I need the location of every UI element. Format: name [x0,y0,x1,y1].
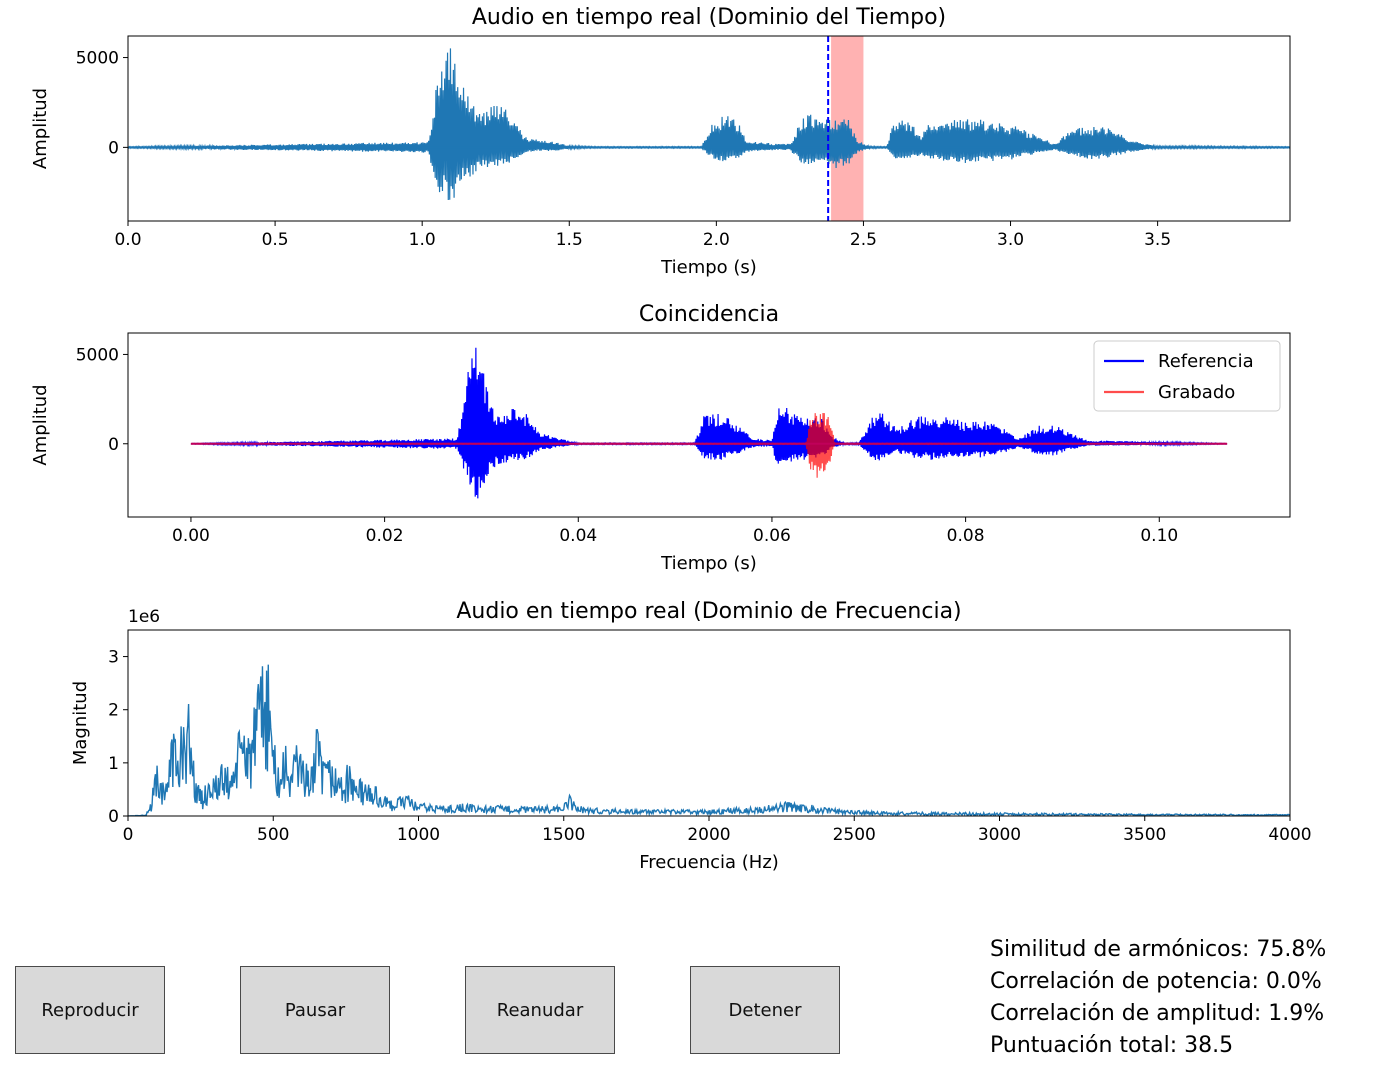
resume-button[interactable]: Reanudar [465,966,615,1054]
plot-area [128,36,1290,221]
spectrum-line [128,664,1290,816]
x-tick-label: 1.5 [556,230,583,250]
plot-area [128,664,1290,816]
axes-frame [127,629,1291,817]
x-tick-label: 0.00 [172,526,210,546]
y-tick-label: 5000 [76,345,119,365]
x-tick-label: 3500 [1123,825,1166,845]
legend-label: Referencia [1158,351,1254,372]
y-axis-label: Magnitud [70,681,91,765]
x-tick-label: 3000 [978,825,1021,845]
legend-box [1093,340,1281,412]
y-tick-label: 3 [108,648,119,668]
y-axis-label: Amplitud [30,88,51,169]
y-tick-label: 5000 [76,49,119,69]
x-tick-label: 0.0 [114,230,141,250]
play-button[interactable]: Reproducir [15,966,165,1054]
x-tick-label: 2000 [687,825,730,845]
pause-button[interactable]: Pausar [240,966,390,1054]
y-tick-label: 2 [108,701,119,721]
series-line-referencia [190,347,1228,499]
series-line-signal [128,48,1290,201]
x-tick-label: 1500 [542,825,585,845]
y-tick-label: 1 [108,754,119,774]
x-tick-label: 0.10 [1140,526,1178,546]
harmonic-similarity-text: Similitud de armónicos: 75.8% [990,937,1327,962]
x-axis-label: Frecuencia (Hz) [639,852,779,873]
stats-panel: Similitud de armónicos: 75.8% Correlació… [990,934,1326,1062]
plot-area [190,347,1228,499]
y-tick-label: 0 [108,435,119,455]
x-tick-label: 0.5 [262,230,289,250]
x-tick-label: 500 [257,825,289,845]
scale-multiplier-label: 1e6 [128,607,160,627]
legend-label: Grabado [1158,382,1235,403]
y-tick-label: 0 [108,138,119,158]
x-tick-label: 0.06 [753,526,791,546]
x-tick-label: 1.0 [409,230,436,250]
chart-title: Audio en tiempo real (Dominio de Frecuen… [456,599,961,624]
match-plot: 0.00 0.02 0.04 0.06 0.08 0.10 0 5000 Coincidenci… [30,302,1291,574]
x-tick-label: 4000 [1268,825,1311,845]
x-tick-label: 1000 [397,825,440,845]
axes-frame [127,35,1291,222]
y-tick-label: 0 [108,807,119,827]
total-score-text: Puntuación total: 38.5 [990,1033,1234,1058]
time-domain-plot: 0.0 0.5 1.0 1.5 2.0 2.5 3.0 3.5 0 5000 Audio en ti… [30,5,1291,278]
x-tick-label: 0.02 [366,526,404,546]
x-tick-label: 3.0 [997,230,1024,250]
axes-frame [127,332,1291,518]
chart-title: Coincidencia [639,302,779,327]
x-axis-label: Tiempo (s) [660,553,757,574]
frequency-domain-plot: 0 500 1000 1500 2000 2500 3000 3500 4000 0 1 2 3 Audi… [70,599,1312,873]
y-axis-label: Amplitud [30,384,51,465]
x-tick-label: 0.04 [559,526,597,546]
power-correlation-text: Correlación de potencia: 0.0% [990,969,1322,994]
x-tick-label: 2500 [833,825,876,845]
x-tick-label: 2.0 [703,230,730,250]
chart-title: Audio en tiempo real (Dominio del Tiempo… [472,5,946,30]
stop-button[interactable]: Detener [690,966,840,1054]
x-tick-label: 0.08 [947,526,985,546]
x-tick-label: 2.5 [850,230,877,250]
amplitude-correlation-text: Correlación de amplitud: 1.9% [990,1001,1325,1026]
x-tick-label: 3.5 [1144,230,1171,250]
x-tick-label: 0 [123,825,134,845]
x-axis-label: Tiempo (s) [660,257,757,278]
